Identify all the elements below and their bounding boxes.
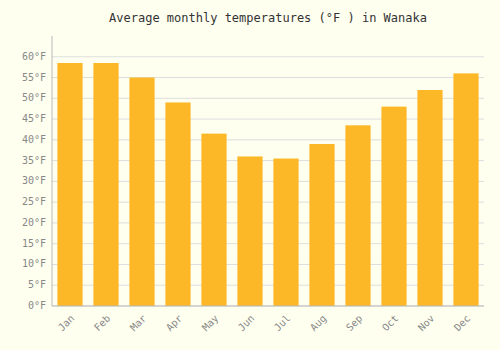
x-axis-line	[52, 306, 484, 307]
y-tick-label: 15°F	[22, 238, 46, 249]
y-tick-label: 5°F	[28, 279, 46, 290]
bar	[237, 156, 262, 306]
y-tick-label: 20°F	[22, 217, 46, 228]
y-tick-label: 25°F	[22, 196, 46, 207]
y-tick-label: 45°F	[22, 113, 46, 124]
y-tick-label: 55°F	[22, 72, 46, 83]
x-tick-label: Apr	[164, 313, 185, 334]
x-tick-label: Feb	[92, 313, 113, 334]
x-tick-label: May	[200, 313, 221, 334]
y-tick-label: 10°F	[22, 258, 46, 269]
title: Average monthly temperatures (°F ) in Wa…	[109, 11, 427, 25]
x-tick-label: Aug	[308, 313, 329, 334]
y-tick-label: 60°F	[22, 51, 46, 62]
x-tick-label: Jan	[56, 313, 77, 334]
x-tick-label: Dec	[452, 313, 473, 334]
x-tick-label: Oct	[380, 313, 401, 334]
bar	[345, 125, 370, 306]
chart-container: 0°F 5°F 10°F 15°F 20°F 25°F 30°F 35°F 40°F 45°F 50…	[0, 0, 500, 350]
bar	[165, 102, 190, 306]
x-tick-label: Jun	[236, 313, 257, 334]
bar	[129, 78, 154, 306]
y-tick-label: 50°F	[22, 92, 46, 103]
bar	[381, 107, 406, 306]
x-tick-label: Sep	[344, 313, 365, 334]
bars	[57, 63, 478, 306]
y-grid	[52, 57, 484, 306]
y-tick-label: 40°F	[22, 134, 46, 145]
bar	[453, 73, 478, 306]
chart: 0°F 5°F 10°F 15°F 20°F 25°F 30°F 35°F 40°F 45°F 50…	[0, 0, 500, 350]
x-tick-label: Jul	[272, 313, 293, 334]
grid-line	[52, 56, 484, 57]
y-tick-label: 35°F	[22, 155, 46, 166]
bar	[201, 134, 226, 306]
grid-line	[52, 306, 484, 307]
bar	[57, 63, 82, 306]
x-tick-label: Nov	[416, 313, 437, 334]
bar	[273, 159, 298, 306]
y-tick-label: 30°F	[22, 175, 46, 186]
bar	[417, 90, 442, 306]
y-axis-line	[52, 36, 53, 306]
background	[0, 0, 500, 350]
y-tick-label: 0°F	[28, 300, 46, 311]
bar	[93, 63, 118, 306]
bar	[309, 144, 334, 306]
x-tick-label: Mar	[128, 313, 149, 334]
